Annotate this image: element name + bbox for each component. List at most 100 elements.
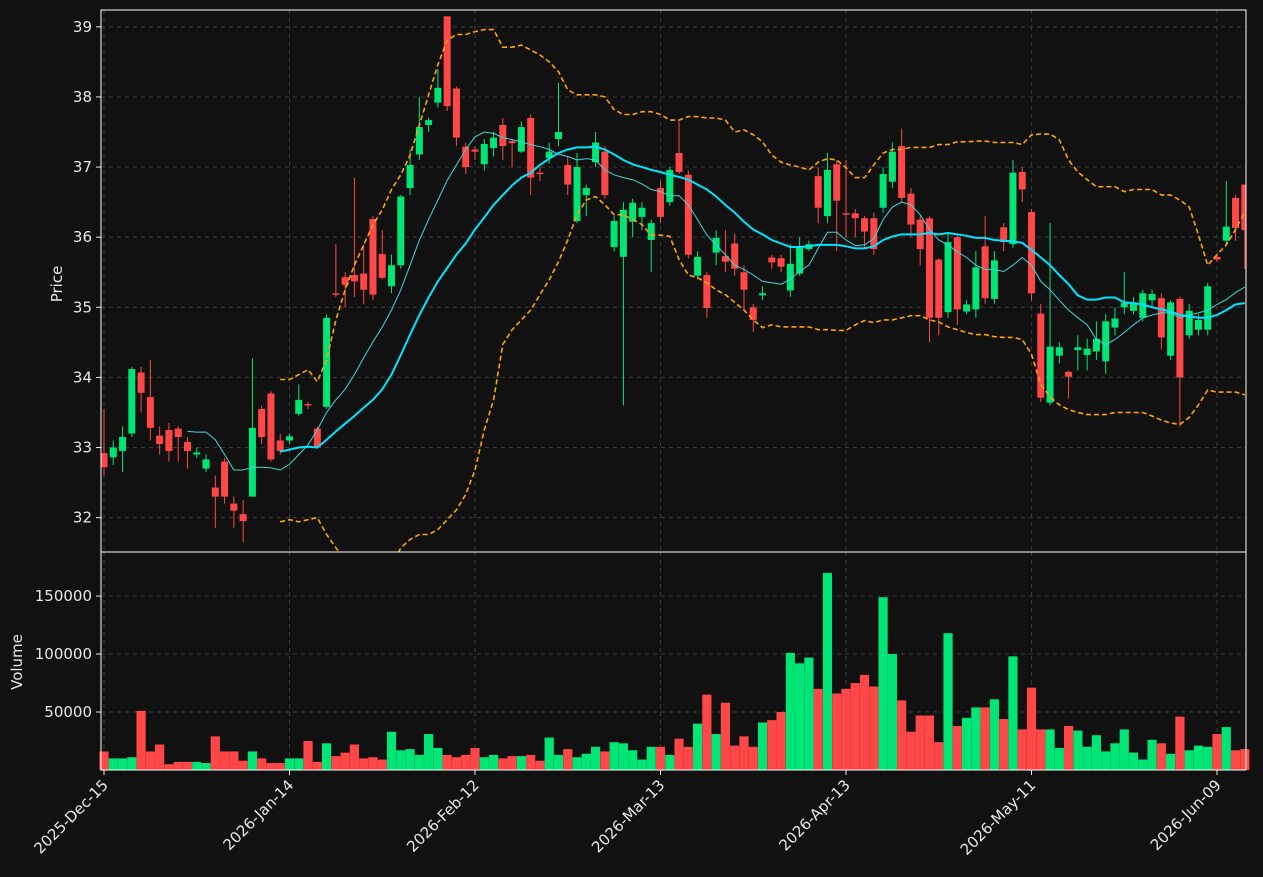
volume-bar [1008,656,1018,770]
y-tick-label: 50000 [44,703,92,721]
candle-body [694,256,702,276]
volume-bar [155,744,165,770]
volume-frame [100,551,1247,771]
candle-body [963,304,971,312]
y-tick-label: 150000 [35,587,92,605]
volume-bar [526,754,536,770]
volume-bar [266,763,276,770]
candle-body [1176,298,1184,378]
volume-bar [730,745,740,770]
volume-bar [1212,734,1222,770]
y-tick-label: 33 [73,439,92,457]
y-tick-label: 36 [73,228,92,246]
candle-body [425,120,433,125]
volume-bar [498,758,508,770]
candle-body [508,141,516,144]
candle-body [221,461,229,497]
indicator-line [187,131,1246,471]
candle-body [119,437,127,452]
volume-bar [646,746,656,770]
indicator-line [280,195,1246,552]
volume-bar [943,633,953,770]
candle-body [731,243,739,269]
volume-bar [767,720,777,770]
volume-bar [303,741,313,770]
candle-body [814,176,822,208]
candle-body [452,88,460,138]
candle-body [146,397,154,428]
volume-bar [284,758,295,770]
candle-body [304,404,312,406]
y-tick-label: 35 [73,298,92,316]
volume-bar [396,750,406,770]
candle-body [462,146,470,168]
volume-bar [488,754,499,770]
candle-body [332,293,340,295]
candle-body [545,151,553,158]
candle-body [248,427,256,497]
volume-bar [859,674,870,770]
candle-body [870,218,878,250]
volume-bar [340,752,350,770]
candle-body [675,153,683,172]
candle-body [434,87,442,103]
candle-body [786,263,794,291]
candle-body [1083,348,1091,355]
volume-bar [1054,747,1064,770]
candle-body [1102,321,1110,362]
candle-body [1028,211,1035,294]
candle-body [388,265,396,287]
volume-bar [219,751,230,770]
candle-body [796,246,804,274]
volume-bar [980,707,990,770]
volume-bar [934,742,944,770]
volume-bar [609,742,619,770]
candle-body [341,277,349,285]
candle-body [165,429,173,452]
candle-body [193,452,201,455]
candle-body [861,218,869,232]
volume-bar [127,757,137,770]
candle-body [981,246,989,299]
volume-bar [192,761,202,770]
candle-body [1222,226,1230,241]
candle-body [657,188,664,217]
volume-bar [312,761,322,770]
candle-body [443,16,451,107]
candle-body [721,256,729,262]
candle-body [554,132,562,140]
volume-bar [201,763,211,770]
volume-bar [748,746,758,770]
candle-body [944,242,952,313]
volume-bar [322,743,332,770]
candle-body [517,127,525,152]
candle-body [276,440,284,452]
volume-bar [442,754,452,770]
candle-body [647,223,655,240]
candle-body [1148,293,1156,301]
volume-bar [117,758,128,770]
candle-body [1157,298,1165,338]
volume-bar [1193,745,1204,770]
candle-body [471,149,479,152]
volume-bar [1175,716,1185,770]
candle-body [990,260,998,299]
volume-bar [451,757,462,770]
volume-bar [804,657,814,770]
candle-body [759,293,767,296]
candle-body [777,258,785,267]
volume-bar [405,749,415,770]
candle-body [183,441,191,452]
candle-body [156,435,164,445]
volume-bar [1091,735,1102,770]
candle-body [490,137,498,149]
volume-bar [655,746,666,770]
volume-bar [581,753,591,770]
y-tick-label: 32 [73,509,92,527]
candle-body [610,221,618,247]
candle-body [629,202,637,222]
volume-bar [711,734,721,770]
volume-bar [572,757,582,770]
